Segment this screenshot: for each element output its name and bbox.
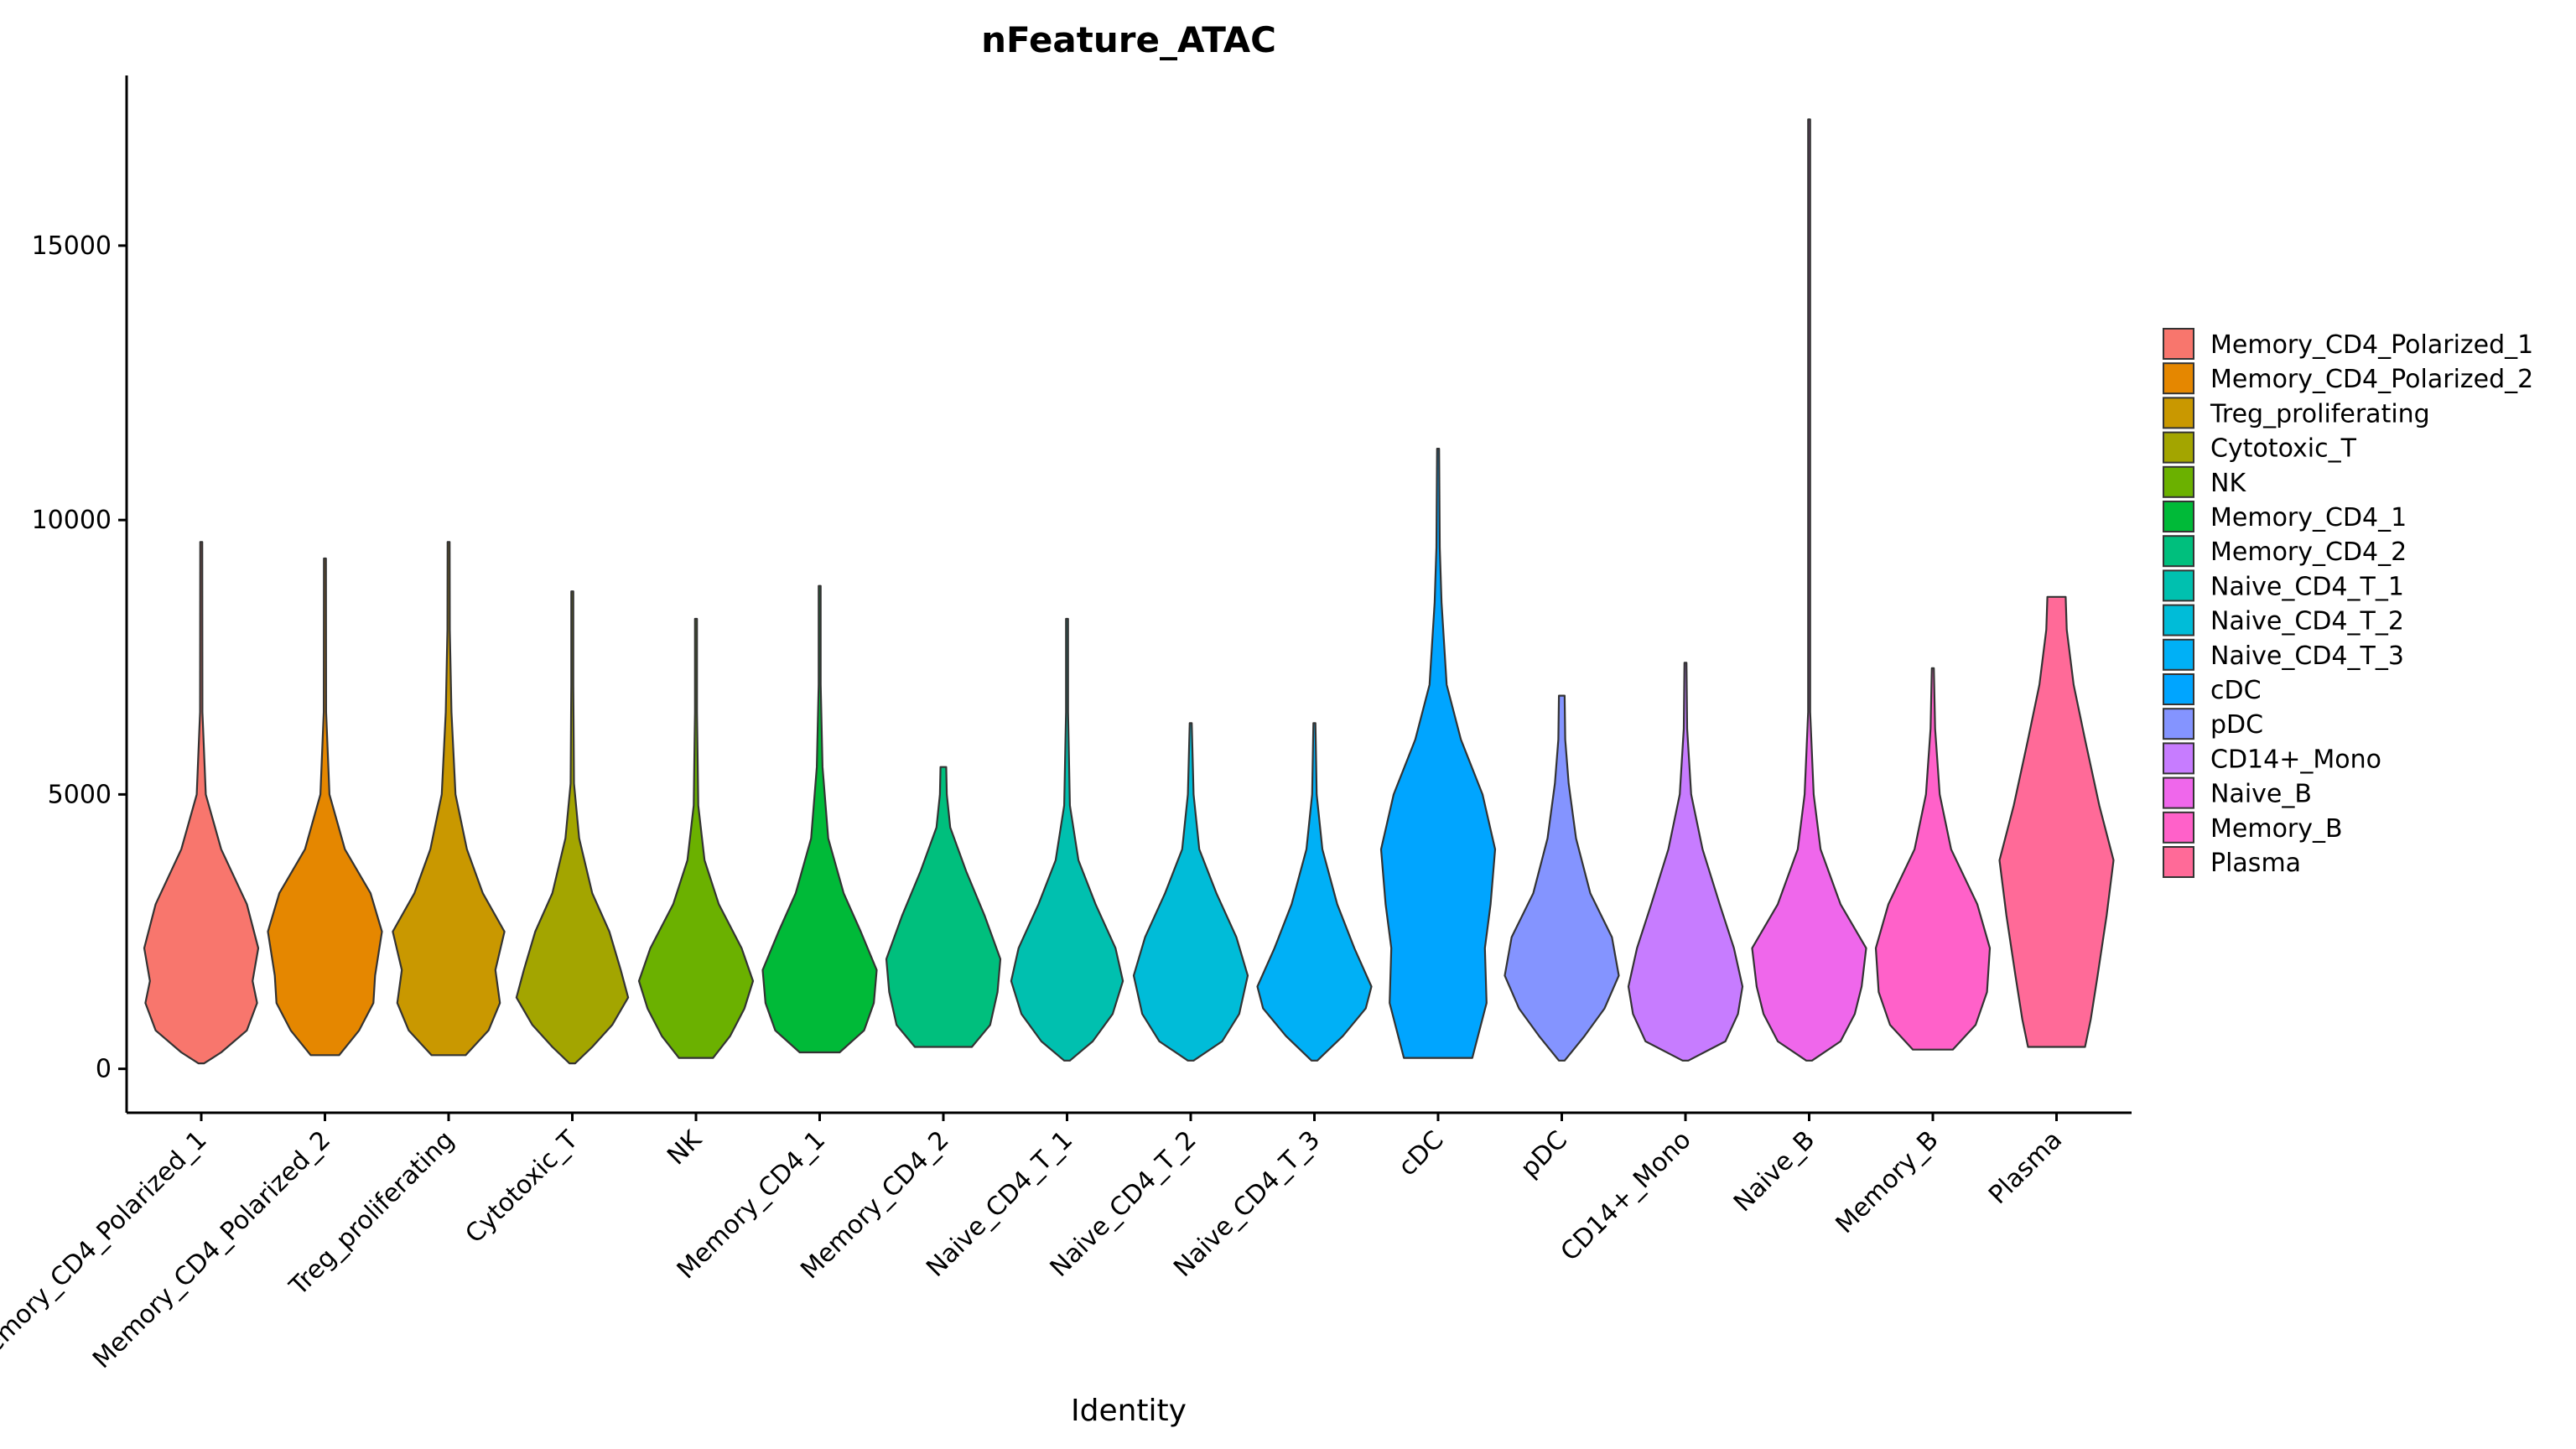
x-tick-label: pDC — [1515, 1125, 1573, 1183]
legend-swatch — [2163, 776, 2194, 809]
legend-label: Cytotoxic_T — [2210, 434, 2357, 464]
violin-Memory_CD4_2 — [885, 766, 1002, 1048]
violin-Memory_CD4_1 — [761, 584, 878, 1054]
x-tick-label: cDC — [1393, 1125, 1450, 1182]
violin-Memory_B — [1874, 667, 1992, 1051]
legend-label: Plasma — [2210, 849, 2301, 878]
legend-swatch — [2163, 569, 2194, 602]
x-axis-ticks: Memory_CD4_Polarized_1Memory_CD4_Polariz… — [0, 1113, 2068, 1374]
y-tick-label: 5000 — [48, 780, 112, 809]
legend-label: cDC — [2210, 676, 2262, 705]
legend-label: pDC — [2210, 710, 2263, 740]
legend-swatch — [2163, 501, 2194, 532]
x-tick-label: Naive_B — [1728, 1125, 1820, 1218]
legend-swatch — [2163, 742, 2194, 775]
violin-Cytotoxic_T — [515, 590, 630, 1065]
legend-swatch — [2163, 397, 2194, 429]
y-tick-label: 0 — [96, 1055, 112, 1084]
legend-swatch — [2163, 673, 2194, 705]
legend-label: Memory_CD4_Polarized_2 — [2210, 365, 2533, 394]
legend-swatch — [2163, 846, 2194, 878]
violin-Treg_proliferating — [392, 541, 506, 1057]
y-tick-label: 10000 — [32, 506, 112, 535]
violin-Memory_CD4_Polarized_2 — [267, 557, 383, 1057]
legend-label: Memory_CD4_2 — [2210, 538, 2407, 567]
legend-swatch — [2163, 535, 2194, 568]
legend-swatch — [2163, 604, 2194, 636]
x-tick-label: Memory_CD4_Polarized_2 — [87, 1125, 336, 1374]
violin-CD14+_Mono — [1627, 662, 1744, 1062]
legend-swatch — [2163, 708, 2194, 740]
legend-swatch — [2163, 328, 2194, 360]
legend-label: Naive_CD4_T_3 — [2210, 641, 2404, 671]
legend-swatch — [2163, 465, 2194, 498]
legend-label: Naive_B — [2210, 780, 2312, 809]
legend-swatch — [2163, 431, 2194, 464]
y-axis-ticks: 0 5000 10000 15000 — [32, 231, 127, 1084]
x-tick-label: Plasma — [1983, 1125, 2068, 1210]
violin-Naive_CD4_T_1 — [1010, 617, 1124, 1062]
legend-label: NK — [2210, 469, 2246, 498]
violin-cDC — [1379, 448, 1497, 1059]
violin-Memory_CD4_Polarized_1 — [143, 541, 260, 1065]
x-tick-label: Memory_B — [1830, 1125, 1944, 1239]
legend-label: Naive_CD4_T_2 — [2210, 607, 2404, 636]
chart-title: nFeature_ATAC — [981, 19, 1276, 60]
violin-group — [143, 118, 2115, 1065]
x-tick-label: Cytotoxic_T — [460, 1124, 584, 1249]
y-tick-label: 15000 — [32, 231, 112, 261]
violin-Plasma — [1998, 595, 2115, 1048]
legend-label: CD14+_Mono — [2210, 745, 2381, 774]
legend-label: Memory_CD4_Polarized_1 — [2210, 330, 2533, 360]
violin-Naive_CD4_T_3 — [1256, 722, 1373, 1062]
legend-label: Memory_B — [2210, 814, 2343, 844]
legend-label: Memory_CD4_1 — [2210, 503, 2407, 532]
x-axis-label: Identity — [1071, 1394, 1187, 1428]
x-tick-label: CD14+_Mono — [1555, 1125, 1697, 1267]
legend-swatch — [2163, 638, 2194, 671]
violin-pDC — [1504, 694, 1620, 1062]
legend-label: Naive_CD4_T_1 — [2210, 572, 2404, 601]
legend-label: Treg_proliferating — [2210, 399, 2430, 428]
violin-Naive_CD4_T_2 — [1132, 722, 1249, 1062]
legend-swatch — [2163, 362, 2194, 395]
violin-Naive_B — [1751, 118, 1867, 1062]
legend-swatch — [2163, 811, 2194, 844]
legend: Memory_CD4_Polarized_1 Memory_CD4_Polariz… — [2163, 328, 2533, 878]
violin-NK — [637, 617, 755, 1059]
x-tick-label: NK — [662, 1124, 708, 1171]
